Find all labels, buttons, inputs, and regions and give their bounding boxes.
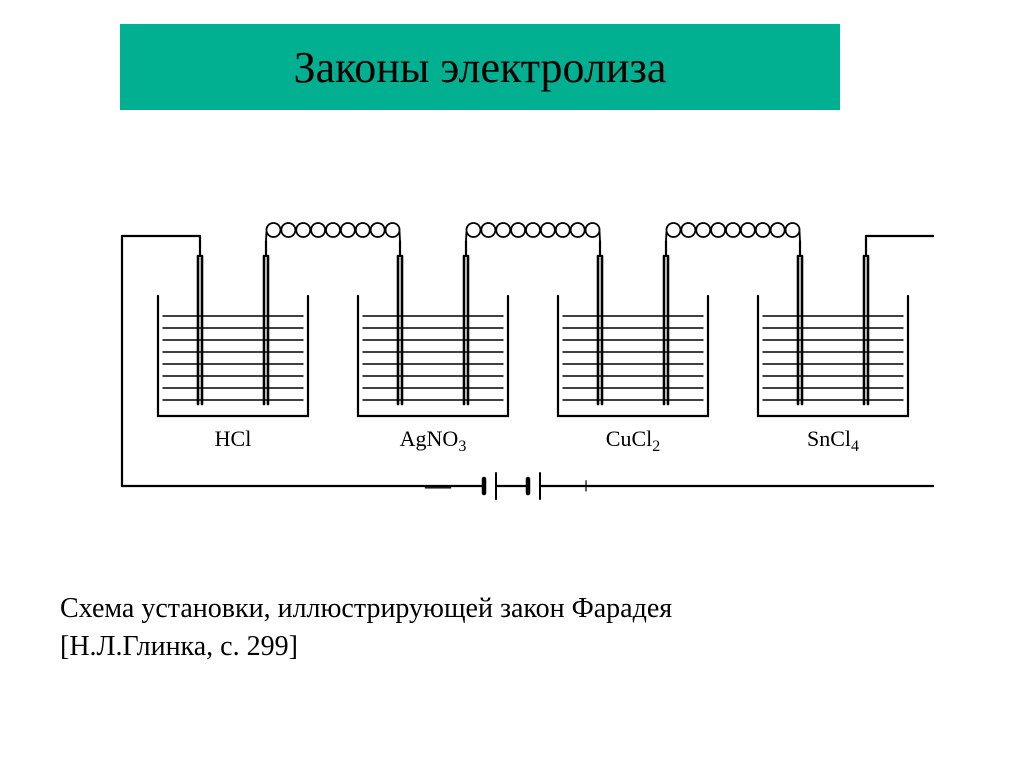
caption-line-1: Схема установки, иллюстрирующей закон Фа… — [60, 593, 672, 624]
page-title: Законы электролиза — [294, 42, 667, 93]
svg-text:AgNO3: AgNO3 — [400, 426, 467, 455]
svg-text:HCl: HCl — [215, 426, 252, 451]
svg-text:+: + — [579, 474, 593, 500]
diagram-svg: HCl AgNO3 CuCl2 SnCl4 — + — [90, 166, 934, 526]
caption-line-2: [Н.Л.Глинка, с. 299] — [60, 631, 298, 662]
figure-caption: Схема установки, иллюстрирующей закон Фа… — [60, 590, 860, 666]
svg-text:CuCl2: CuCl2 — [606, 426, 660, 455]
svg-text:SnCl4: SnCl4 — [807, 426, 859, 455]
electrolysis-diagram: HCl AgNO3 CuCl2 SnCl4 — + — [90, 166, 934, 526]
title-bar: Законы электролиза — [120, 24, 840, 110]
svg-text:—: — — [424, 471, 452, 500]
